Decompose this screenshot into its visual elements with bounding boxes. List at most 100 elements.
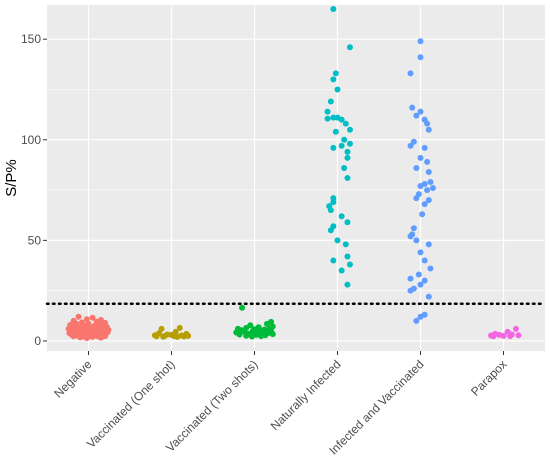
data-point xyxy=(174,333,181,340)
series-parapox xyxy=(488,325,522,340)
data-point xyxy=(332,128,339,135)
data-point xyxy=(341,136,348,143)
data-point xyxy=(425,241,432,248)
data-point xyxy=(417,108,424,115)
x-tick-label: Negative xyxy=(51,357,95,401)
data-point xyxy=(421,311,428,318)
data-point xyxy=(249,333,256,340)
data-point xyxy=(490,333,497,340)
data-point xyxy=(346,126,353,133)
series-infected-and-vaccinated xyxy=(407,38,436,324)
data-point xyxy=(421,257,428,264)
y-tick-label: 0 xyxy=(34,334,41,348)
data-point xyxy=(410,138,417,145)
data-point xyxy=(83,316,90,323)
data-point xyxy=(341,164,348,171)
data-point xyxy=(410,225,417,232)
data-point xyxy=(512,325,519,332)
data-point xyxy=(176,324,183,331)
data-point xyxy=(236,331,243,338)
data-point xyxy=(89,333,96,340)
data-point xyxy=(324,108,331,115)
x-tick-label: Vaccinated (One shot) xyxy=(84,357,178,451)
data-point xyxy=(263,320,270,327)
data-point xyxy=(243,332,250,339)
data-point xyxy=(417,154,424,161)
data-point xyxy=(338,267,345,274)
data-point xyxy=(334,86,341,93)
data-point xyxy=(409,104,416,111)
data-point xyxy=(89,314,96,321)
data-point xyxy=(346,261,353,268)
data-point xyxy=(330,199,337,206)
data-point xyxy=(344,175,351,181)
data-point xyxy=(327,98,334,105)
data-point xyxy=(97,334,104,341)
x-tick-label: Parapox xyxy=(468,357,510,399)
data-point xyxy=(330,144,337,151)
data-point xyxy=(427,179,434,186)
data-point xyxy=(415,271,422,278)
data-point xyxy=(425,197,432,204)
data-point xyxy=(342,241,349,248)
series-vaccinated-one-shot- xyxy=(151,324,192,340)
data-point xyxy=(158,325,165,332)
data-point xyxy=(417,249,424,256)
series-naturally-infected xyxy=(324,6,353,288)
data-point xyxy=(330,76,337,83)
data-point xyxy=(407,233,414,240)
plot-panel xyxy=(47,5,545,351)
series-negative xyxy=(65,313,112,342)
data-point xyxy=(327,227,334,234)
data-point xyxy=(407,142,414,149)
data-point xyxy=(344,253,351,260)
data-points xyxy=(65,6,522,342)
data-point xyxy=(425,168,432,175)
data-point xyxy=(500,332,507,339)
data-point xyxy=(407,275,414,282)
gridlines xyxy=(47,5,545,351)
data-point xyxy=(427,265,434,272)
data-point xyxy=(515,332,522,339)
series-vaccinated-two-shots- xyxy=(233,304,276,340)
data-point xyxy=(83,335,90,342)
data-point xyxy=(425,126,432,133)
data-point xyxy=(413,195,420,202)
data-point xyxy=(269,331,276,338)
x-tick-label: Infected and Vaccinated xyxy=(326,357,426,457)
data-point xyxy=(77,334,84,341)
data-point xyxy=(417,183,424,190)
data-point xyxy=(413,317,420,324)
data-point xyxy=(330,6,337,13)
data-point xyxy=(338,213,345,220)
data-point xyxy=(324,115,331,122)
x-tick-label: Vaccinated (Two shots) xyxy=(163,357,260,454)
data-point xyxy=(338,142,345,149)
data-point xyxy=(160,333,167,340)
data-point xyxy=(70,333,77,340)
data-point xyxy=(334,237,341,244)
data-point xyxy=(424,120,431,127)
data-point xyxy=(425,293,432,300)
data-point xyxy=(344,219,351,226)
data-point xyxy=(421,277,428,284)
data-point xyxy=(346,140,353,147)
data-point xyxy=(429,185,436,192)
data-point xyxy=(413,112,420,119)
x-tick-label: Naturally Infected xyxy=(268,357,344,433)
data-point xyxy=(344,281,351,288)
data-point xyxy=(417,281,424,288)
data-point xyxy=(75,313,82,320)
data-point xyxy=(413,237,420,244)
data-point xyxy=(407,287,414,294)
data-point xyxy=(346,44,353,51)
data-point xyxy=(424,187,431,194)
y-axis: 0 50 100 150 xyxy=(21,32,47,348)
data-point xyxy=(344,148,351,155)
data-point xyxy=(413,164,420,171)
data-point xyxy=(258,333,265,340)
data-point xyxy=(239,304,246,311)
y-tick-label: 50 xyxy=(28,233,42,247)
